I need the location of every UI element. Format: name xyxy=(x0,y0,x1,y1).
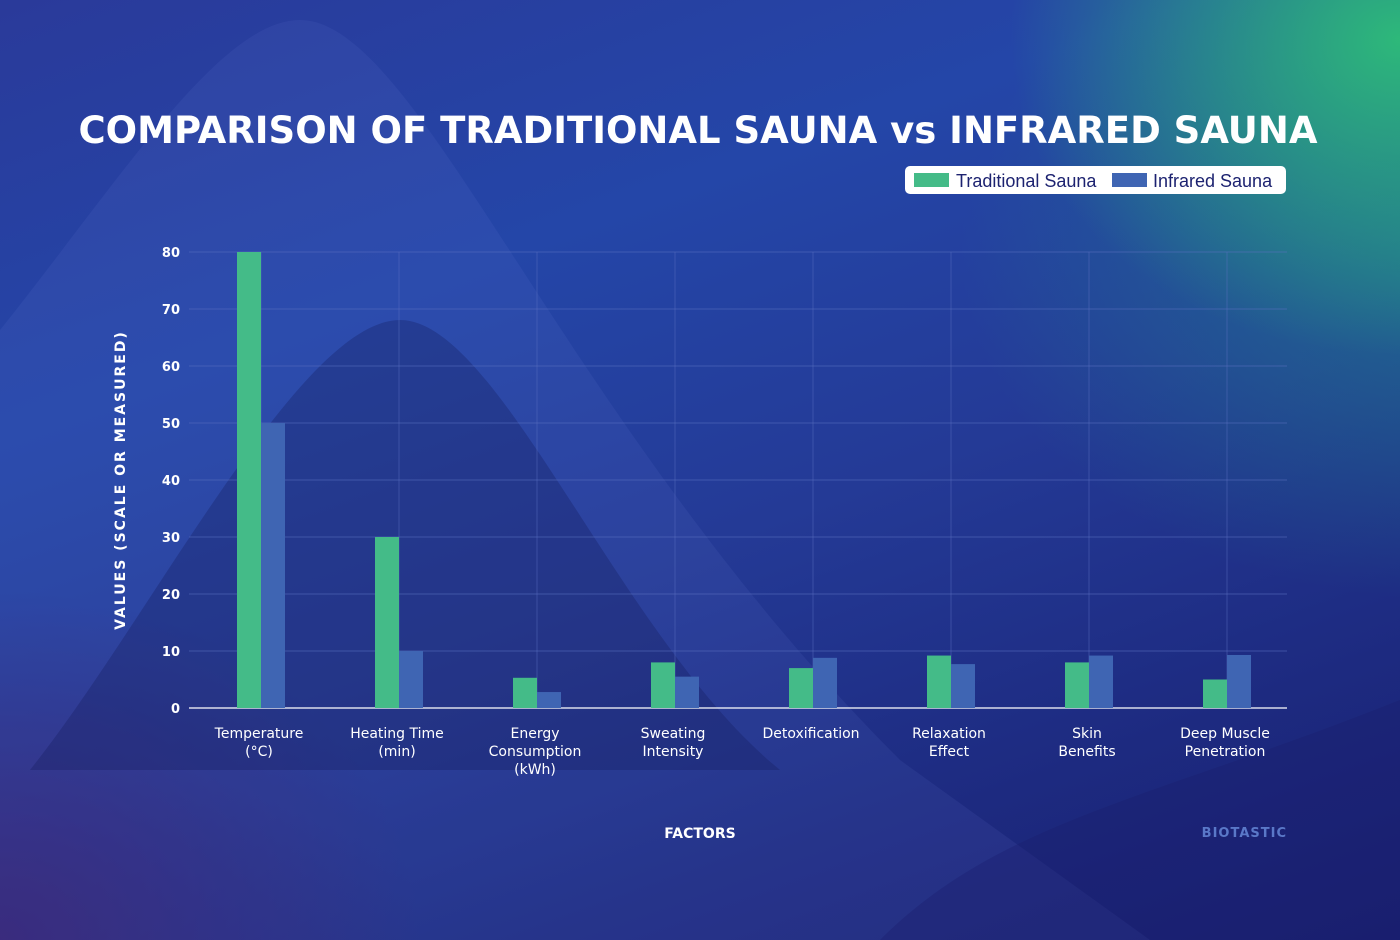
y-tick-label-30: 30 xyxy=(162,531,180,546)
y-tick-label-0: 0 xyxy=(171,702,180,717)
bar-traditional-sauna-relaxation-effect xyxy=(927,655,951,708)
legend-box xyxy=(905,166,1286,194)
bar-infrared-sauna-sweating-intensity xyxy=(675,676,699,708)
x-tick-label-relaxation-effect: Relaxation Effect xyxy=(912,726,986,760)
x-tick-label-temperature-c: Temperature (°C) xyxy=(214,726,304,760)
y-tick-label-80: 80 xyxy=(162,246,180,261)
chart-title: COMPARISON OF TRADITIONAL SAUNA vs INFRA… xyxy=(79,109,1318,152)
bar-traditional-sauna-deep-muscle-penetration xyxy=(1203,679,1227,708)
legend-swatch-traditional xyxy=(914,173,949,187)
y-tick-label-10: 10 xyxy=(162,645,180,660)
x-tick-label-detoxification: Detoxification xyxy=(762,726,859,742)
x-tick-label-skin-benefits: Skin Benefits xyxy=(1058,726,1115,760)
legend-swatch-infrared xyxy=(1112,173,1147,187)
x-tick-label-deep-muscle-penetration: Deep Muscle Penetration xyxy=(1180,726,1270,760)
bar-traditional-sauna-energy-consumption-kwh xyxy=(513,677,537,708)
bar-infrared-sauna-deep-muscle-penetration xyxy=(1227,654,1251,708)
bar-infrared-sauna-skin-benefits xyxy=(1089,655,1113,708)
bar-traditional-sauna-sweating-intensity xyxy=(651,662,675,708)
bar-traditional-sauna-temperature-c xyxy=(237,252,261,708)
x-tick-label-heating-time-min: Heating Time (min) xyxy=(350,726,444,760)
x-tick-label-energy-consumption-kwh: Energy Consumption (kWh) xyxy=(489,726,582,778)
bar-traditional-sauna-heating-time-min xyxy=(375,537,399,708)
y-tick-label-20: 20 xyxy=(162,588,180,603)
bar-infrared-sauna-detoxification xyxy=(813,657,837,708)
legend: Traditional Sauna Infrared Sauna xyxy=(905,166,1286,194)
y-axis-ticks: 0 10 20 30 40 50 60 70 80 xyxy=(162,246,180,717)
bar-infrared-sauna-temperature-c xyxy=(261,423,285,708)
legend-label-traditional: Traditional Sauna xyxy=(956,171,1097,191)
y-tick-label-60: 60 xyxy=(162,360,180,375)
bar-traditional-sauna-skin-benefits xyxy=(1065,662,1089,708)
y-tick-label-70: 70 xyxy=(162,303,180,318)
legend-label-infrared: Infrared Sauna xyxy=(1153,171,1273,191)
bar-infrared-sauna-energy-consumption-kwh xyxy=(537,692,561,708)
x-tick-label-sweating-intensity: Sweating Intensity xyxy=(641,726,706,760)
x-axis-title: FACTORS xyxy=(664,826,735,842)
bar-infrared-sauna-relaxation-effect xyxy=(951,664,975,708)
bar-traditional-sauna-detoxification xyxy=(789,668,813,708)
bar-infrared-sauna-heating-time-min xyxy=(399,651,423,708)
y-tick-label-50: 50 xyxy=(162,417,180,432)
y-axis-title: VALUES (SCALE OR MEASURED) xyxy=(113,330,129,630)
brand-logo: BIOTASTIC xyxy=(1202,826,1287,841)
bars xyxy=(237,252,1251,708)
grid xyxy=(189,251,1287,709)
y-tick-label-40: 40 xyxy=(162,474,180,489)
x-axis-categories: Temperature (°C) Heating Time (min) Energy Co… xyxy=(214,726,1270,778)
